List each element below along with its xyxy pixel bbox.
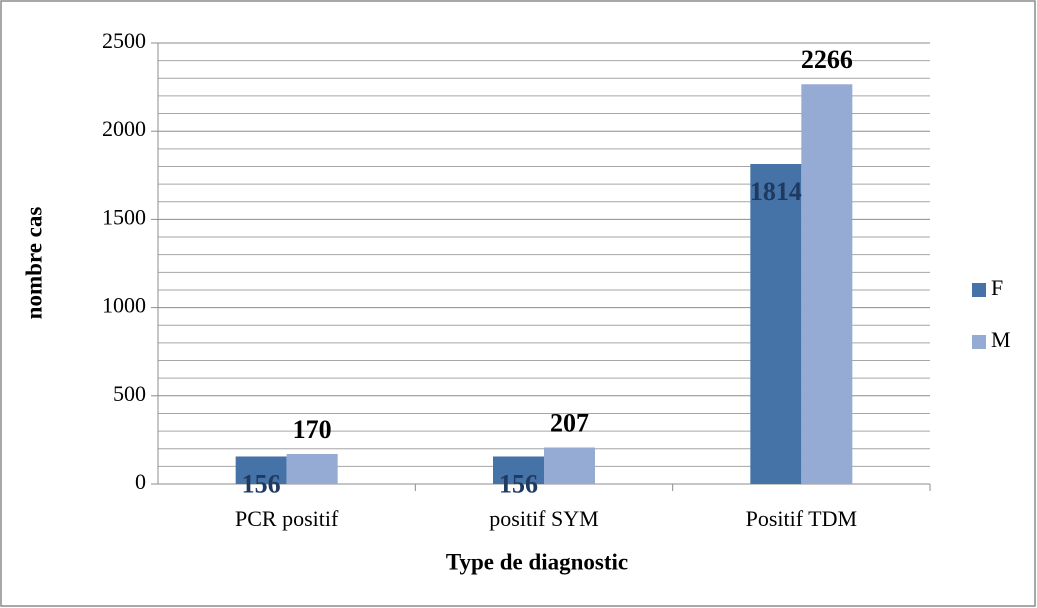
- x-tick-label: PCR positif: [235, 506, 339, 531]
- y-tick-label: 2000: [102, 116, 146, 141]
- data-label: 156: [242, 469, 281, 498]
- data-label: 156: [499, 469, 538, 498]
- x-axis-title: Type de diagnostic: [446, 549, 628, 574]
- legend-label: F: [991, 275, 1003, 300]
- x-tick-label: Positif TDM: [746, 506, 857, 531]
- legend-swatch: [972, 283, 986, 297]
- data-label: 2266: [801, 45, 853, 74]
- data-label: 1814: [750, 177, 802, 206]
- data-label: 207: [550, 408, 589, 437]
- bar: [544, 447, 595, 484]
- bar: [493, 456, 544, 484]
- bar: [286, 454, 338, 484]
- bar: [750, 164, 802, 484]
- y-tick-label: 1000: [102, 293, 146, 318]
- y-tick-label: 0: [135, 469, 146, 494]
- y-tick-label: 1500: [102, 204, 146, 229]
- y-tick-label: 2500: [102, 28, 146, 53]
- y-axis-title: nombre cas: [21, 207, 46, 320]
- bar: [235, 456, 287, 484]
- legend-label: M: [991, 327, 1011, 352]
- data-label: 170: [293, 415, 332, 444]
- bar: [801, 84, 853, 485]
- y-tick-label: 500: [113, 381, 146, 406]
- x-tick-label: positif SYM: [489, 506, 598, 531]
- legend-swatch: [972, 335, 986, 349]
